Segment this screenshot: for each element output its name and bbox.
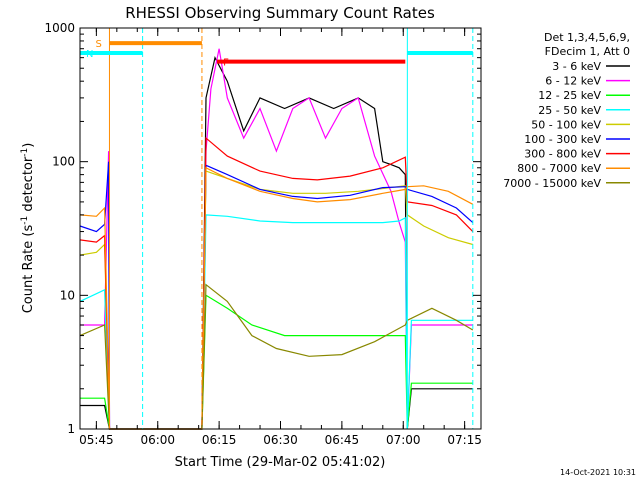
legend-label-25-50-kev: 25 - 50 keV [538, 104, 601, 117]
legend-label-100-300-kev: 100 - 300 keV [524, 133, 601, 146]
y-tick-label: 1 [67, 422, 75, 436]
y-label-part: -1 [20, 216, 30, 225]
y-tick-label: 1000 [44, 21, 75, 35]
series-line-12-25-kev [80, 294, 473, 430]
legend-label-7000-15000-kev: 7000 - 15000 keV [503, 177, 601, 190]
legend-header-line: FDecim 1, Att 0 [545, 45, 630, 58]
flag-label-f: F [223, 58, 229, 69]
series-layer [79, 48, 474, 430]
x-tick-label: 06:00 [140, 433, 175, 447]
series-line-6-12-kev [80, 48, 473, 430]
legend-label-6-12-kev: 6 - 12 keV [545, 75, 601, 88]
x-tick-label: 07:00 [386, 433, 421, 447]
series-line-7000-15000-kev [79, 283, 474, 430]
x-tick-label: 05:45 [79, 433, 114, 447]
y-label-part: ) [21, 143, 36, 148]
legend-label-3-6-kev: 3 - 6 keV [552, 60, 601, 73]
series-line-100-300-kev [79, 161, 474, 430]
flag-label-s: S [95, 39, 101, 50]
legend-label-50-100-kev: 50 - 100 keV [531, 118, 601, 131]
chart-title: RHESSI Observing Summary Count Rates [125, 4, 435, 22]
y-tick-label: 100 [52, 155, 75, 169]
legend-label-12-25-kev: 12 - 25 keV [538, 89, 601, 102]
series-line-800-7000-kev [79, 166, 474, 430]
legend: Det 1,3,4,5,6,9,FDecim 1, Att 0 3 - 6 keV… [503, 31, 630, 190]
x-axis-label: Start Time (29-Mar-02 05:41:02) [175, 455, 386, 470]
legend-label-300-800-kev: 300 - 800 keV [524, 148, 601, 161]
series-line-50-100-kev [79, 170, 473, 430]
x-tick-label: 06:15 [202, 433, 237, 447]
series-line-3-6-kev [80, 55, 473, 430]
flag-label-n: N [86, 49, 93, 60]
legend-header-line: Det 1,3,4,5,6,9, [544, 31, 630, 44]
y-axis-label: Count Rate (s-1 detector-1) [20, 143, 36, 314]
x-tick-label: 06:45 [325, 433, 360, 447]
x-tick-label: 06:30 [263, 433, 298, 447]
y-label-part: detector [21, 156, 36, 216]
y-label-part: Count Rate (s [21, 225, 36, 314]
y-label-part: -1 [20, 148, 30, 157]
plot-frame [79, 27, 482, 430]
x-tick-label: 07:15 [447, 433, 482, 447]
flag-layer: SN F [80, 28, 474, 429]
series-line-300-800-kev [79, 136, 474, 430]
legend-label-800-7000-kev: 800 - 7000 keV [517, 162, 601, 175]
series-line-25-50-kev [79, 214, 473, 430]
y-tick-label: 10 [60, 288, 75, 302]
timestamp: 14-Oct-2021 10:31 [560, 468, 636, 477]
axis-layer: 05:45 06:00 06:15 06:30 06:45 07:00 07:15 1 10 10… [44, 21, 481, 447]
